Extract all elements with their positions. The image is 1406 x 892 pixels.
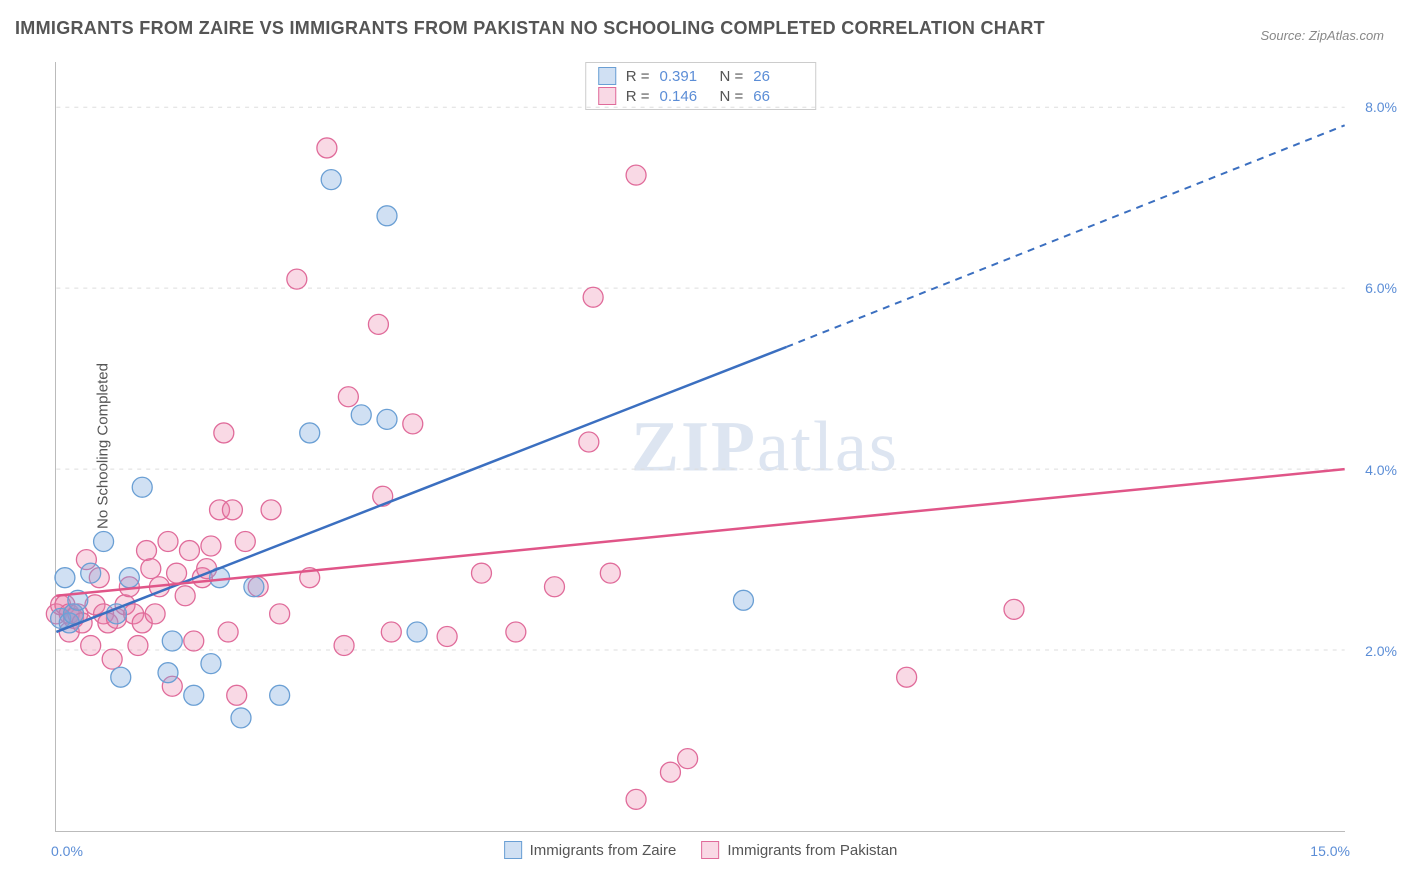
y-tick-label: 6.0% — [1365, 280, 1397, 296]
legend-item-pakistan: Immigrants from Pakistan — [701, 841, 897, 859]
y-tick-label: 2.0% — [1365, 643, 1397, 659]
plot-svg — [56, 62, 1345, 831]
plot-area: ZIPatlas R = 0.391 N = 26 R = 0.146 N = … — [55, 62, 1345, 832]
x-tick-min: 0.0% — [51, 843, 83, 859]
x-tick-max: 15.0% — [1310, 843, 1350, 859]
legend-item-zaire: Immigrants from Zaire — [504, 841, 677, 859]
swatch-pakistan — [701, 841, 719, 859]
legend-label-pakistan: Immigrants from Pakistan — [727, 842, 897, 859]
legend-label-zaire: Immigrants from Zaire — [530, 842, 677, 859]
source-credit: Source: ZipAtlas.com — [1260, 28, 1384, 43]
y-tick-label: 8.0% — [1365, 99, 1397, 115]
chart-title: IMMIGRANTS FROM ZAIRE VS IMMIGRANTS FROM… — [15, 18, 1045, 39]
legend-series: Immigrants from Zaire Immigrants from Pa… — [504, 841, 898, 859]
y-tick-label: 4.0% — [1365, 462, 1397, 478]
swatch-zaire — [504, 841, 522, 859]
